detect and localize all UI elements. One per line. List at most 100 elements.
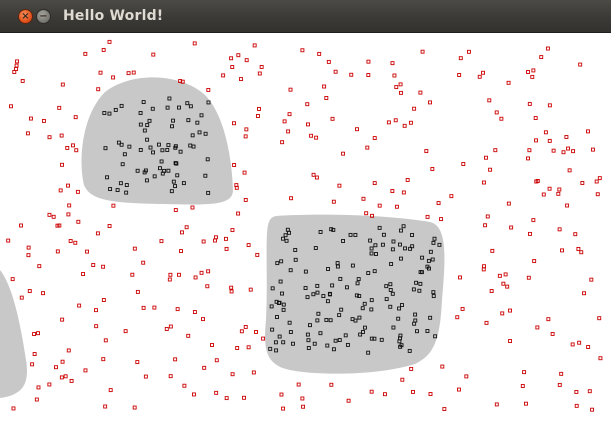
scatter-point [547,103,552,108]
scatter-point [557,227,562,232]
scatter-point [566,146,571,151]
scatter-point [236,53,241,58]
scatter-point [457,387,461,392]
cluster-point [411,287,416,292]
cluster-point [284,238,289,243]
cluster-point [127,144,132,149]
cluster-point [328,318,333,323]
scatter-point [234,185,239,190]
cluster-point [398,333,403,338]
scatter-point [560,248,564,253]
scatter-point [526,275,531,280]
cluster-point [186,118,191,123]
title-bar[interactable]: × − Hello World! [0,0,611,33]
scatter-point [466,49,471,54]
cluster-point [138,122,143,127]
cluster-point [288,330,293,335]
scatter-point [131,70,136,75]
cluster-point [173,184,178,189]
scatter-point [535,325,540,330]
drawing-canvas[interactable] [0,33,611,438]
scatter-point [281,406,286,411]
scatter-point [551,148,556,153]
cluster-point [401,224,406,229]
scatter-point [577,340,582,345]
scatter-point [36,385,41,390]
scatter-point [107,224,112,228]
scatter-point [557,382,562,387]
cluster-point [142,170,147,175]
scatter-point [402,123,407,128]
cluster-point [408,246,413,251]
cluster-point [138,147,143,152]
cluster-point [399,228,403,233]
scatter-point [67,203,72,208]
cluster-point [120,162,125,167]
scatter-point [76,219,81,224]
scatter-point [506,201,511,206]
scatter-point [244,127,249,132]
cluster-point [175,173,180,178]
cluster-point [270,327,275,332]
cluster-point [165,105,170,110]
scatter-point [392,73,397,78]
scatter-point [481,70,485,75]
scatter-point [255,114,260,118]
cluster-point [288,268,293,273]
scatter-point [461,162,466,166]
cluster-point [391,239,396,244]
scatter-point [66,212,71,217]
scatter-point [152,305,157,310]
cluster-point [281,307,286,312]
cluster-point [350,317,355,322]
scatter-point [66,183,71,188]
scatter-point [587,389,592,394]
scatter-point [243,197,248,202]
scatter-point [73,240,78,245]
scatter-point [598,356,603,361]
scatter-point [59,375,64,380]
cluster-point [206,100,211,105]
cluster-point [173,161,178,165]
scatter-point [528,231,532,236]
scatter-point [520,384,525,388]
scatter-point [557,187,562,192]
scatter-point [58,188,63,193]
cluster-point [410,244,415,249]
scatter-point [420,49,425,54]
cluster-point [162,168,167,173]
scatter-point [361,196,366,201]
cluster-point [369,307,374,312]
scatter-point [305,102,310,107]
scatter-point [30,362,35,367]
scatter-point [333,69,338,74]
minimize-button[interactable]: − [36,9,51,24]
scatter-point [460,306,465,311]
scatter-point [586,345,591,349]
scatter-point [101,357,106,362]
cluster-point [119,103,124,108]
scatter-point [11,406,16,411]
scatter-point [75,189,80,194]
scatter-point [500,311,505,316]
cluster-point [357,294,362,298]
close-button[interactable]: × [18,9,33,24]
cluster-point [269,304,274,309]
scatter-point [164,327,169,331]
scatter-point [574,403,579,408]
scatter-point [346,398,351,403]
cluster-point [306,346,311,350]
cluster-point [407,348,412,353]
scatter-point [574,389,579,394]
scatter-point [180,79,185,84]
scatter-point [372,136,377,141]
scatter-point [483,223,488,228]
cluster-point [369,336,374,341]
scatter-point [508,339,513,343]
scatter-point [230,65,235,70]
cluster-point [171,118,176,123]
scatter-point [439,217,444,222]
cluster-point [348,232,353,237]
cluster-point [380,242,385,247]
